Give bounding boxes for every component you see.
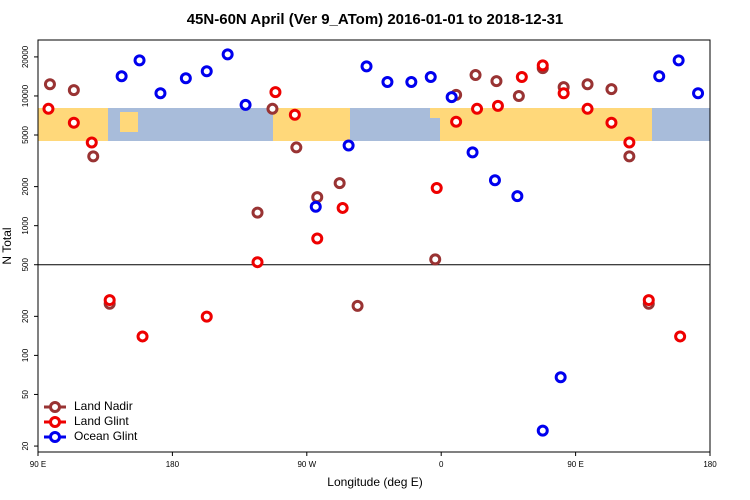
point — [653, 70, 666, 83]
y-tick-label: 10000 — [21, 84, 30, 107]
point — [488, 174, 501, 187]
point — [642, 294, 655, 307]
y-tick-label: 2000 — [21, 177, 30, 195]
x-tick-label: 0 — [439, 460, 444, 469]
point — [536, 424, 549, 437]
point — [43, 78, 56, 91]
legend-label: Land Nadir — [74, 399, 133, 413]
point — [85, 136, 98, 149]
point — [674, 330, 687, 343]
point — [490, 75, 503, 88]
point — [536, 59, 549, 72]
point — [115, 70, 128, 83]
point — [103, 294, 116, 307]
x-tick-label: 180 — [703, 460, 717, 469]
point — [692, 87, 705, 100]
y-tick-label: 100 — [21, 348, 30, 362]
point — [251, 206, 264, 219]
point — [269, 86, 282, 99]
point — [581, 102, 594, 115]
point — [360, 60, 373, 73]
x-tick-label: 90 W — [297, 460, 316, 469]
point — [67, 116, 80, 129]
point — [491, 99, 504, 112]
legend-marker — [49, 401, 61, 413]
point — [469, 69, 482, 82]
point — [42, 102, 55, 115]
map-band — [38, 108, 710, 141]
legend-marker — [49, 431, 61, 443]
y-tick-label: 50 — [21, 389, 30, 398]
point — [429, 253, 442, 266]
point — [430, 182, 443, 195]
map-ocean — [652, 108, 710, 141]
point — [471, 102, 484, 115]
point — [557, 87, 570, 100]
point — [333, 177, 346, 190]
point — [351, 299, 364, 312]
point — [381, 76, 394, 89]
point — [133, 54, 146, 67]
point — [239, 98, 252, 111]
map-ocean — [350, 108, 440, 141]
point — [623, 150, 636, 163]
point — [424, 71, 437, 84]
legend-label: Ocean Glint — [74, 429, 138, 443]
plot-frame — [37, 39, 711, 453]
point — [288, 108, 301, 121]
point — [672, 54, 685, 67]
point — [515, 71, 528, 84]
point — [445, 91, 458, 104]
point — [290, 141, 303, 154]
legend-marker — [49, 416, 61, 428]
y-tick-label: 20000 — [21, 45, 30, 68]
point — [179, 72, 192, 85]
point — [512, 89, 525, 102]
point — [581, 78, 594, 91]
point — [154, 87, 167, 100]
x-tick-label: 180 — [166, 460, 180, 469]
point — [336, 201, 349, 214]
point — [450, 115, 463, 128]
y-tick-label: 200 — [21, 309, 30, 323]
x-tick-label: 90 E — [567, 460, 583, 469]
y-axis-label: N Total — [0, 227, 14, 264]
y-tick-label: 1000 — [21, 216, 30, 234]
point — [251, 256, 264, 269]
point — [405, 76, 418, 89]
point — [342, 139, 355, 152]
x-tick-label: 90 E — [30, 460, 46, 469]
point — [200, 65, 213, 78]
point — [200, 310, 213, 323]
y-tick-label: 5000 — [21, 126, 30, 144]
point — [605, 116, 618, 129]
legend-label: Land Glint — [74, 414, 129, 428]
point — [87, 150, 100, 163]
point — [623, 136, 636, 149]
point — [67, 84, 80, 97]
point — [511, 190, 524, 203]
point — [554, 371, 567, 384]
map-land — [430, 108, 450, 118]
point — [605, 83, 618, 96]
point — [309, 200, 322, 213]
y-tick-label: 500 — [21, 258, 30, 272]
point — [311, 232, 324, 245]
map-land — [120, 112, 138, 132]
point — [136, 330, 149, 343]
point — [266, 102, 279, 115]
x-axis-label: Longitude (deg E) — [327, 475, 422, 489]
point — [466, 146, 479, 159]
point — [221, 48, 234, 61]
point — [311, 191, 324, 204]
chart-title: 45N-60N April (Ver 9_ATom) 2016-01-01 to… — [187, 11, 564, 28]
y-tick-label: 20 — [21, 441, 30, 450]
